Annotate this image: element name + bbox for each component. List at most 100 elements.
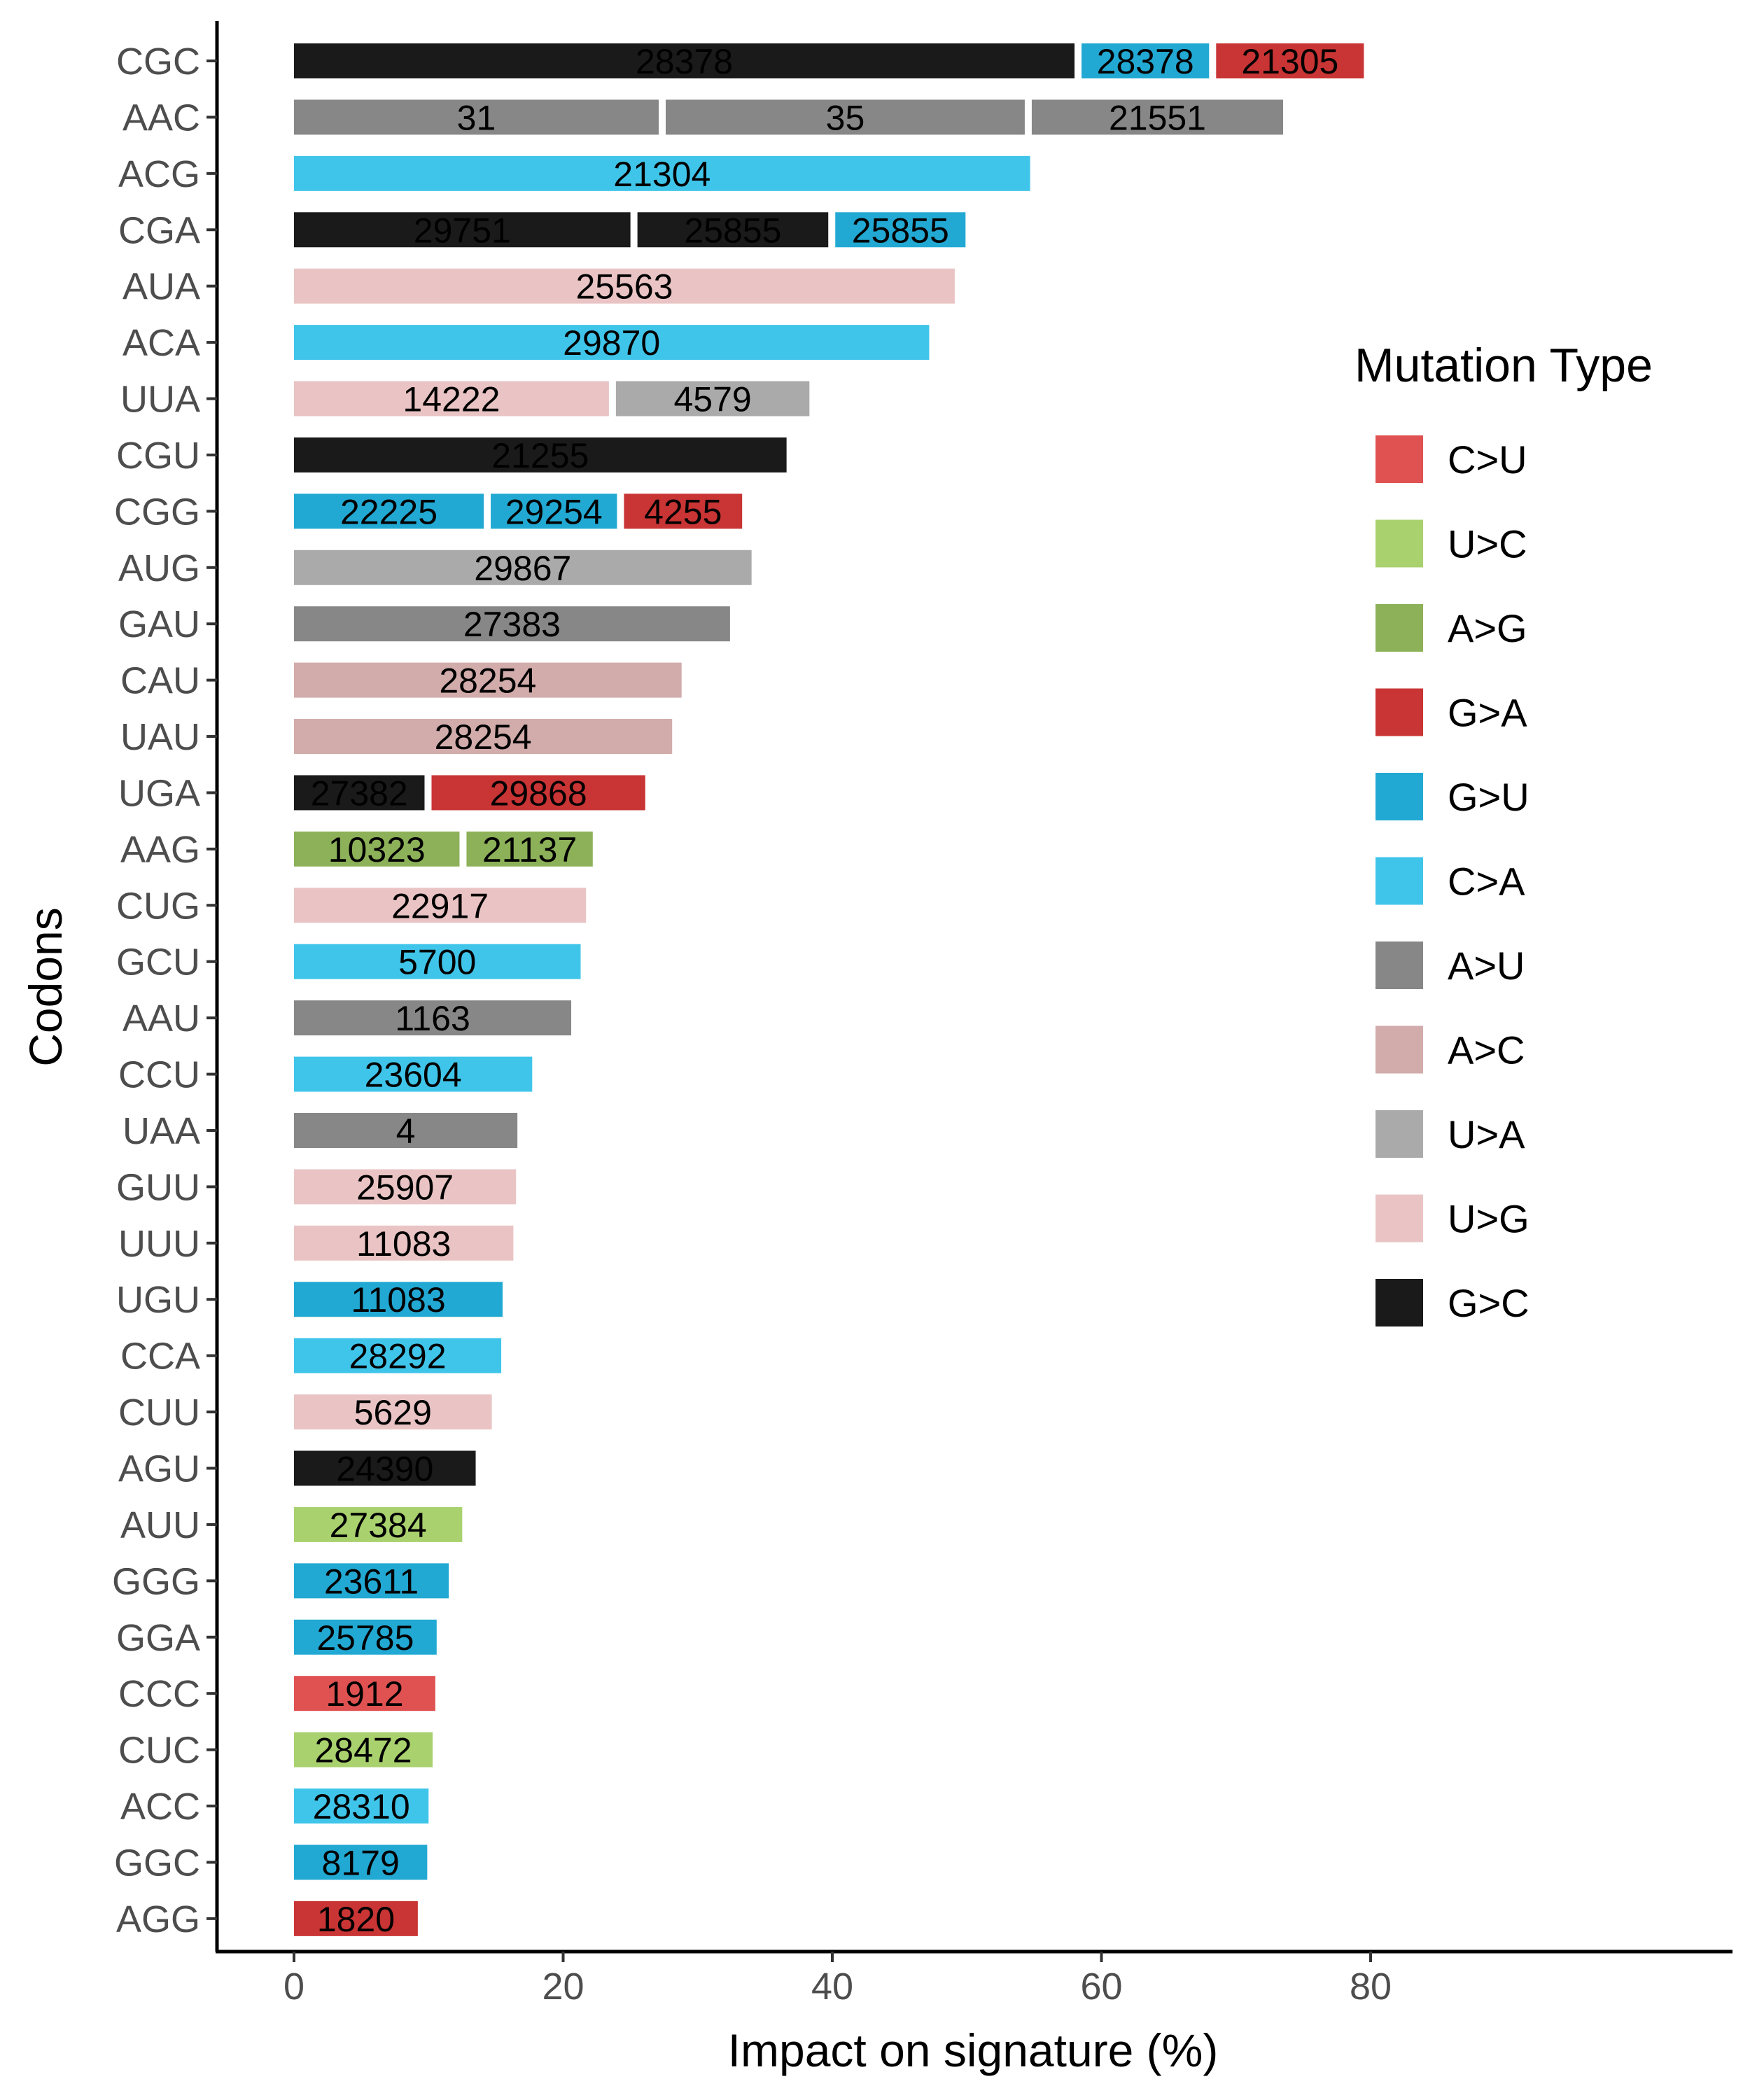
bar-label: 29868 <box>490 774 587 813</box>
bar-label: 23611 <box>324 1562 419 1601</box>
bar-label: 24390 <box>336 1450 433 1489</box>
bar-segment <box>294 493 484 529</box>
bar-segment <box>294 1788 429 1824</box>
legend-label: G>C <box>1448 1281 1530 1325</box>
bar-label: 8179 <box>322 1843 400 1882</box>
legend-label: U>G <box>1448 1197 1530 1241</box>
y-tick-label: GGA <box>116 1617 200 1659</box>
bar-segment <box>294 944 581 979</box>
bar-label: 1820 <box>317 1900 395 1939</box>
bar-label: 10323 <box>328 830 426 869</box>
bar-segment <box>294 1112 518 1148</box>
bar-segment <box>294 268 955 304</box>
bar-segment <box>294 1394 492 1430</box>
bar-segment <box>294 43 1075 78</box>
bar-label: 25855 <box>684 211 781 250</box>
y-tick-label: GUU <box>116 1166 200 1208</box>
y-tick-label: CGA <box>118 209 200 251</box>
bar-label: 4 <box>396 1112 416 1151</box>
bar-segment <box>466 831 593 867</box>
y-tick-label: GGG <box>112 1560 200 1602</box>
bar-label: 21304 <box>613 155 710 194</box>
legend-swatch <box>1376 519 1423 568</box>
y-tick-label: CAU <box>120 660 200 702</box>
y-tick-label: CUU <box>118 1392 200 1434</box>
bar-label: 25907 <box>356 1168 454 1207</box>
y-tick-label: ACA <box>122 322 200 364</box>
x-tick-label: 20 <box>542 1966 584 2008</box>
bar-label: 1163 <box>395 999 470 1038</box>
y-tick-label: CUG <box>116 885 200 927</box>
bar-segment <box>637 212 829 248</box>
bar-label: 29254 <box>505 492 603 531</box>
legend-swatch <box>1376 1194 1423 1242</box>
bar-label: 21137 <box>482 830 577 869</box>
y-tick-label: ACC <box>120 1786 200 1828</box>
bar-label: 27383 <box>463 605 561 644</box>
legend-swatch <box>1376 941 1423 989</box>
bar-segment <box>294 381 609 416</box>
y-tick-label: AAU <box>122 997 200 1040</box>
bar-label: 21305 <box>1241 42 1338 81</box>
y-tick-label: GGC <box>114 1842 200 1884</box>
y-tick-label: UAU <box>120 716 200 758</box>
bar-segment <box>624 493 743 529</box>
bar-segment <box>615 381 810 416</box>
bar-label: 29870 <box>563 323 660 363</box>
bar-label: 5629 <box>354 1393 432 1432</box>
y-tick-label: CCU <box>118 1054 200 1096</box>
bar-segment <box>665 99 1025 135</box>
bar-segment <box>294 1732 433 1768</box>
bar-label: 11083 <box>356 1224 451 1264</box>
legend-swatch <box>1376 773 1423 820</box>
bar-segment <box>835 212 966 248</box>
bar-label: 28292 <box>349 1337 447 1376</box>
y-tick-label: CCA <box>120 1336 200 1378</box>
legend-label: C>U <box>1448 438 1527 482</box>
bar-label: 31 <box>457 98 496 137</box>
bar-segment <box>294 719 673 755</box>
bar-segment <box>491 493 617 529</box>
bar-segment <box>294 1450 476 1486</box>
bar-label: 27382 <box>311 774 408 813</box>
bar-segment <box>294 1619 437 1655</box>
x-tick-label: 0 <box>284 1966 304 2008</box>
bar-segment <box>1216 43 1364 78</box>
bar-label: 23604 <box>365 1056 462 1095</box>
bar-label: 25855 <box>852 211 949 250</box>
x-axis-title: Impact on signature (%) <box>728 2024 1219 2076</box>
bar-segment <box>431 775 645 811</box>
bar-label: 22917 <box>391 886 489 925</box>
y-tick-label: AAC <box>122 97 200 139</box>
y-tick-label: CCC <box>118 1673 200 1715</box>
bar-label: 22225 <box>340 492 438 531</box>
y-tick-label: AGG <box>116 1898 200 1940</box>
y-tick-label: GCU <box>116 941 200 983</box>
bar-label: 1912 <box>326 1674 403 1714</box>
bar-label: 28378 <box>1097 42 1194 81</box>
bar-label: 27384 <box>330 1506 427 1545</box>
bar-segment <box>294 1844 428 1880</box>
legend-label: G>U <box>1448 775 1530 819</box>
y-tick-label: UUU <box>118 1223 200 1265</box>
bar-label: 4255 <box>644 492 722 531</box>
y-tick-label: AAG <box>120 829 200 871</box>
bar-label: 28472 <box>314 1731 412 1770</box>
bar-segment <box>294 325 930 360</box>
y-tick-label: GAU <box>118 603 200 645</box>
bar-segment <box>294 1338 502 1373</box>
bar-segment <box>1082 43 1210 78</box>
bar-label: 28378 <box>636 42 733 81</box>
legend-swatch <box>1376 1279 1423 1326</box>
legend-swatch <box>1376 1026 1423 1074</box>
bar-segment <box>294 831 460 867</box>
legend-label: A>U <box>1448 944 1525 988</box>
y-axis: CGC AAC ACG CGA AUA ACA UUA CGU CGG AUG GAU CAU UAU U… <box>112 21 219 1952</box>
bar-segment <box>294 550 752 585</box>
bar-label: 29751 <box>414 211 511 250</box>
y-tick-label: AUA <box>122 266 200 308</box>
bar-segment <box>1031 99 1284 135</box>
bar-segment <box>294 1056 533 1092</box>
